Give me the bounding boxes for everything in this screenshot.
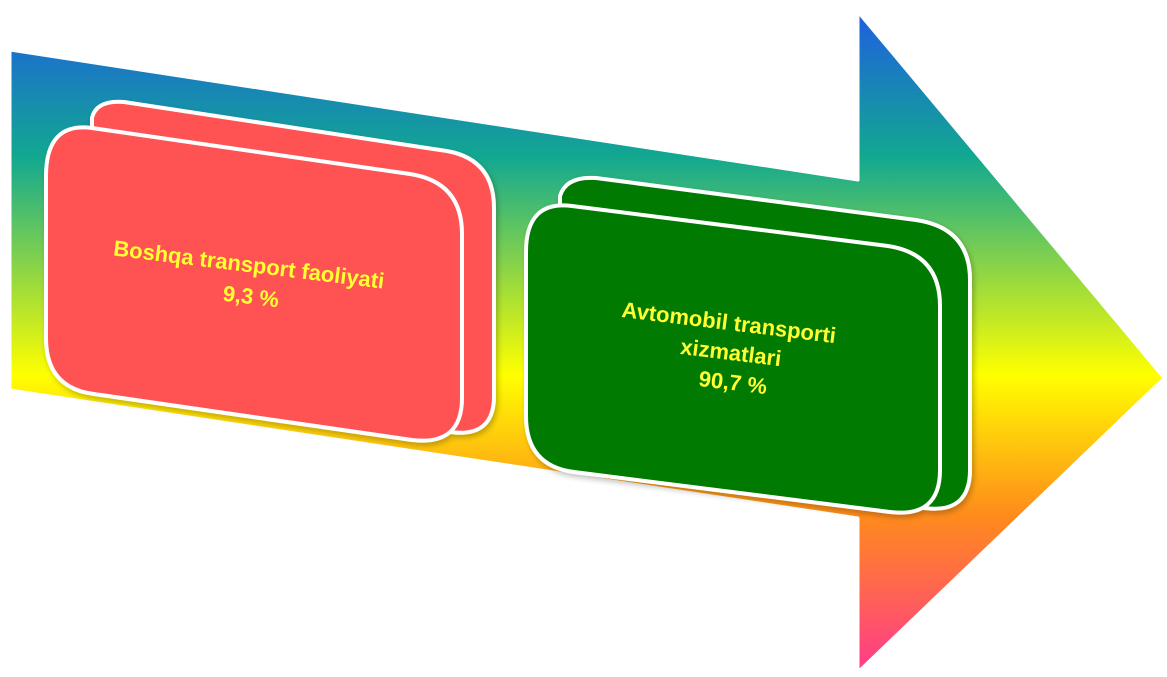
box-road-transport: [524, 175, 972, 515]
box-other-transport-face: [44, 125, 464, 443]
box-other-transport: [44, 99, 496, 443]
box-road-transport-face: [524, 203, 942, 515]
